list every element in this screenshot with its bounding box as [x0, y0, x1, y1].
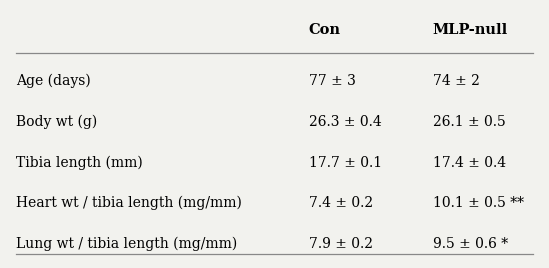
- Text: Heart wt / tibia length (mg/mm): Heart wt / tibia length (mg/mm): [16, 196, 242, 210]
- Text: Tibia length (mm): Tibia length (mm): [16, 155, 143, 170]
- Text: Con: Con: [309, 23, 341, 37]
- Text: 77 ± 3: 77 ± 3: [309, 74, 356, 88]
- Text: 7.4 ± 0.2: 7.4 ± 0.2: [309, 196, 373, 210]
- Text: 74 ± 2: 74 ± 2: [433, 74, 479, 88]
- Text: MLP-null: MLP-null: [433, 23, 508, 37]
- Text: Lung wt / tibia length (mg/mm): Lung wt / tibia length (mg/mm): [16, 237, 238, 251]
- Text: 17.4 ± 0.4: 17.4 ± 0.4: [433, 155, 506, 170]
- Text: 26.3 ± 0.4: 26.3 ± 0.4: [309, 115, 382, 129]
- Text: 9.5 ± 0.6 *: 9.5 ± 0.6 *: [433, 237, 508, 251]
- Text: 7.9 ± 0.2: 7.9 ± 0.2: [309, 237, 373, 251]
- Text: 17.7 ± 0.1: 17.7 ± 0.1: [309, 155, 382, 170]
- Text: Age (days): Age (days): [16, 74, 91, 88]
- Text: Body wt (g): Body wt (g): [16, 115, 98, 129]
- Text: 10.1 ± 0.5 **: 10.1 ± 0.5 **: [433, 196, 524, 210]
- Text: 26.1 ± 0.5: 26.1 ± 0.5: [433, 115, 506, 129]
